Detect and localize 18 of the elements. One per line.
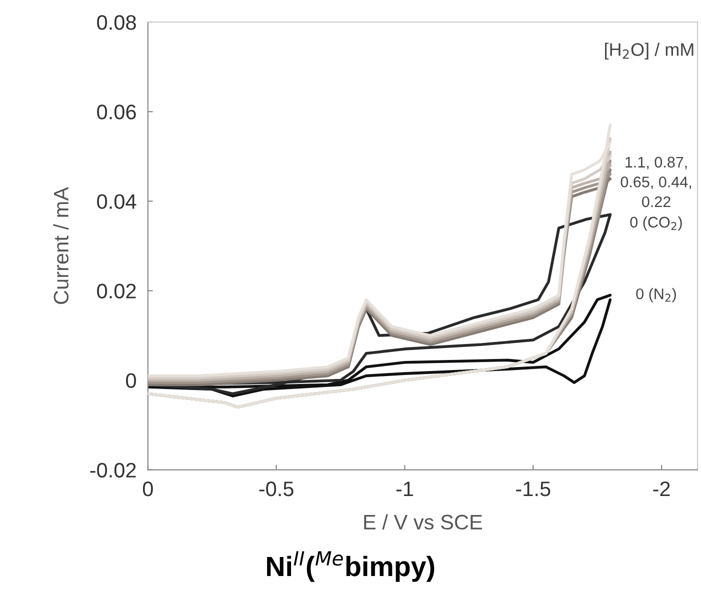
annotation: 1.1, 0.87, 0.65, 0.44, 0.22 xyxy=(620,156,692,208)
x-axis-title: E / V vs SCE xyxy=(364,514,482,530)
y-tick-label: -0.02 xyxy=(90,462,136,478)
y-tick-label: 0.04 xyxy=(97,194,136,209)
x-tick-label: -0.5 xyxy=(259,482,294,496)
x-tick-label: 0 xyxy=(142,482,153,496)
y-axis-title: Current / mA xyxy=(53,186,69,304)
y-tick-label: 0 xyxy=(126,373,136,388)
y-tick-label: 0.02 xyxy=(97,284,136,298)
y-tick-label: 0.06 xyxy=(97,104,136,120)
x-tick-label: -1 xyxy=(396,482,413,496)
x-tick-label: -1.5 xyxy=(516,482,550,496)
text: Ni$^{II}$($^{Me}$bimpy) xyxy=(267,551,434,582)
y-tick-label: 0.08 xyxy=(97,15,136,30)
annotation: 0 (N$_{2}$) xyxy=(636,288,676,302)
annotation: 0 (CO$_{2}$) xyxy=(630,216,682,231)
x-tick-label: -2 xyxy=(653,482,670,496)
annotation: [H$_{2}$O] / mM xyxy=(605,42,694,60)
